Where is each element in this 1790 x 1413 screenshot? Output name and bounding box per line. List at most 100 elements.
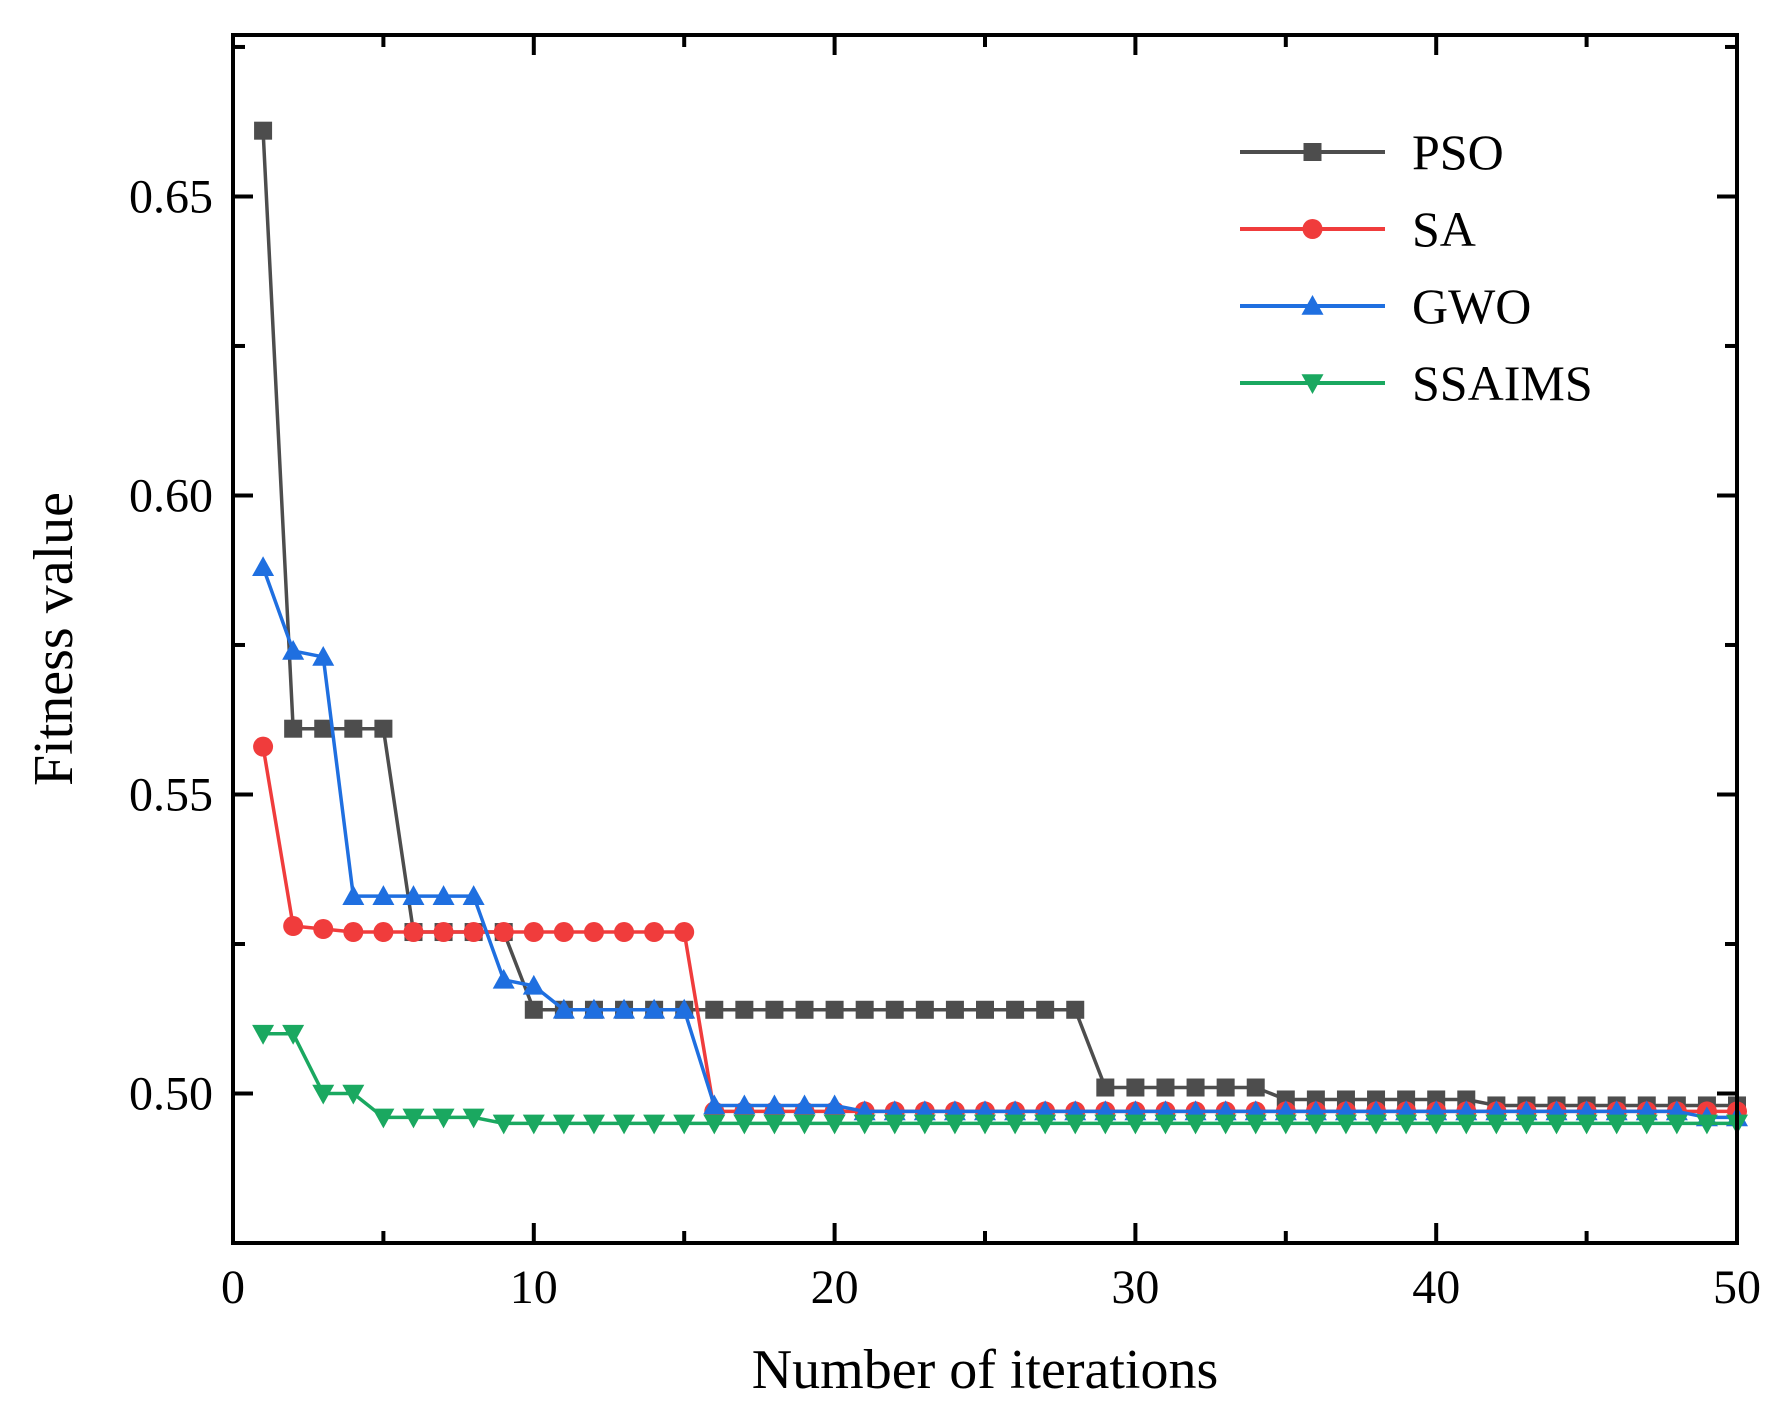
- data-point: [1124, 1114, 1147, 1135]
- series-line-gwo: [261, 566, 1737, 1120]
- x-tick-label: 50: [1713, 1261, 1761, 1314]
- data-point: [1034, 1114, 1057, 1135]
- legend-item-pso: PSO: [1240, 124, 1504, 180]
- data-point: [1244, 1114, 1267, 1135]
- data-point: [974, 1114, 996, 1135]
- data-point: [1004, 1114, 1027, 1135]
- data-point: [1216, 1078, 1235, 1097]
- x-tick-label: 20: [811, 1261, 859, 1314]
- data-point: [1695, 1114, 1718, 1135]
- data-point: [403, 922, 424, 943]
- data-point: [433, 922, 454, 943]
- y-tick-label: 0.50: [129, 1067, 213, 1120]
- data-point: [883, 1114, 906, 1135]
- legend-item-gwo: GWO: [1240, 278, 1531, 334]
- data-point: [463, 922, 484, 943]
- data-point: [765, 1000, 784, 1019]
- data-point: [1635, 1114, 1658, 1135]
- data-point: [1156, 1078, 1175, 1097]
- data-point: [1154, 1114, 1177, 1135]
- legend-item-sa: SA: [1240, 201, 1476, 257]
- data-point: [523, 922, 544, 943]
- data-point: [372, 1108, 395, 1129]
- data-point: [703, 1094, 726, 1115]
- data-point: [673, 1114, 696, 1135]
- data-point: [793, 1114, 816, 1135]
- data-point: [1006, 1000, 1025, 1019]
- data-point: [1094, 1114, 1117, 1135]
- data-point: [763, 1114, 786, 1135]
- legend: PSO SA GWO SSAIMS: [1240, 124, 1593, 411]
- data-point: [705, 1000, 724, 1019]
- data-point: [312, 1084, 335, 1105]
- data-point: [374, 719, 393, 738]
- series-sa: [253, 736, 1747, 1122]
- series-gwo: [252, 556, 1748, 1127]
- legend-marker: [1301, 374, 1324, 394]
- x-tick-label: 30: [1111, 1261, 1159, 1314]
- data-point: [1545, 1114, 1568, 1135]
- series-layer: [252, 121, 1748, 1135]
- plot-frame: [231, 33, 1739, 1245]
- data-point: [372, 885, 395, 905]
- data-point: [344, 719, 363, 738]
- data-point: [915, 1000, 934, 1019]
- data-point: [343, 922, 364, 943]
- data-point: [1274, 1114, 1297, 1135]
- data-point: [945, 1000, 964, 1019]
- data-point: [1126, 1078, 1145, 1097]
- x-axis-title: Number of iterations: [752, 1339, 1219, 1401]
- data-point: [795, 1000, 814, 1019]
- data-point: [1066, 1000, 1085, 1019]
- data-point: [825, 1000, 844, 1019]
- legend-marker: [1302, 219, 1323, 239]
- data-point: [643, 1114, 666, 1135]
- data-point: [614, 922, 635, 943]
- data-point: [342, 885, 365, 905]
- y-tick-label: 0.60: [129, 469, 213, 522]
- data-point: [674, 922, 695, 943]
- series-line-pso: [261, 130, 1737, 1108]
- data-point: [1605, 1114, 1628, 1135]
- data-point: [492, 1114, 515, 1135]
- data-point: [462, 1108, 485, 1129]
- legend-label: SSAIMS: [1412, 355, 1593, 411]
- data-point: [432, 1108, 455, 1129]
- data-point: [1036, 1000, 1055, 1019]
- data-point: [1186, 1078, 1205, 1097]
- data-point: [1455, 1114, 1478, 1135]
- data-point: [885, 1000, 904, 1019]
- data-point: [252, 556, 275, 577]
- data-point: [1334, 1114, 1357, 1135]
- data-point: [583, 922, 604, 943]
- data-point: [976, 1000, 994, 1019]
- data-point: [552, 998, 575, 1019]
- data-point: [613, 998, 636, 1019]
- data-point: [282, 639, 305, 660]
- data-point: [553, 922, 574, 943]
- data-point: [763, 1094, 786, 1115]
- data-point: [522, 974, 545, 995]
- data-point: [1515, 1114, 1538, 1135]
- data-point: [823, 1114, 846, 1135]
- legend-marker: [1301, 295, 1324, 315]
- data-point: [1096, 1078, 1115, 1097]
- legend-label: GWO: [1412, 278, 1531, 334]
- data-point: [1064, 1114, 1087, 1135]
- data-point: [254, 121, 273, 140]
- ticks-layer: [231, 35, 1739, 1245]
- legend-label: PSO: [1412, 124, 1504, 180]
- y-axis-title: Fitness value: [23, 492, 85, 786]
- data-point: [823, 1094, 846, 1115]
- data-point: [673, 998, 696, 1019]
- x-tick-label: 10: [510, 1261, 558, 1314]
- data-point: [342, 1084, 365, 1105]
- data-point: [312, 645, 335, 666]
- data-point: [283, 916, 304, 937]
- data-point: [943, 1114, 966, 1135]
- data-point: [432, 885, 455, 905]
- data-point: [282, 1024, 305, 1045]
- x-tick-label: 40: [1412, 1261, 1460, 1314]
- series-pso: [254, 121, 1746, 1115]
